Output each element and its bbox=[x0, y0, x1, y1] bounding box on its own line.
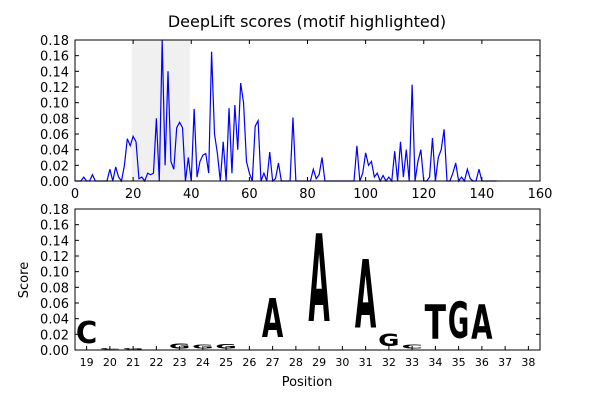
y-axis-label: Score bbox=[17, 262, 32, 298]
y-tick-label: 0.10 bbox=[40, 97, 69, 112]
x-tick-label: 28 bbox=[289, 356, 303, 369]
y-tick-label: 0.16 bbox=[40, 50, 69, 65]
x-tick-label: 100 bbox=[353, 187, 378, 202]
x-tick-label: 27 bbox=[266, 356, 280, 369]
x-tick-label: 30 bbox=[335, 356, 349, 369]
x-tick-label: 22 bbox=[149, 356, 163, 369]
logo-letter: G bbox=[378, 331, 399, 350]
y-tick-label: 0.02 bbox=[40, 328, 69, 343]
x-axis-label: Position bbox=[282, 375, 333, 390]
x-tick-label: 24 bbox=[196, 356, 210, 369]
plot-frame bbox=[74, 208, 541, 351]
y-tick-label: 0.04 bbox=[40, 144, 69, 159]
logo-letter: G bbox=[448, 293, 469, 351]
x-tick-label: 38 bbox=[521, 356, 535, 369]
y-tick-label: 0.08 bbox=[40, 281, 69, 296]
logo-letter: T bbox=[425, 296, 446, 350]
y-tick-label: 0.00 bbox=[40, 175, 69, 190]
x-tick-label: 34 bbox=[428, 356, 442, 369]
x-tick-label: 31 bbox=[359, 356, 373, 369]
x-tick-label: 160 bbox=[528, 187, 553, 202]
logo-letter: A bbox=[308, 209, 329, 350]
x-tick-label: 33 bbox=[405, 356, 419, 369]
y-tick-label: 0.08 bbox=[40, 112, 69, 127]
x-tick-label: 0 bbox=[71, 187, 79, 202]
y-tick-label: 0.12 bbox=[40, 250, 69, 265]
logo-letter: A bbox=[262, 288, 283, 351]
logo-letter: C bbox=[99, 348, 120, 350]
x-tick-label: 120 bbox=[411, 187, 436, 202]
logo-letter: G bbox=[192, 344, 213, 350]
logo-letter: G bbox=[169, 342, 190, 350]
x-tick-label: 80 bbox=[299, 187, 316, 202]
logo-letter: A bbox=[355, 242, 377, 351]
chart-title: DeepLift scores (motif highlighted) bbox=[168, 12, 446, 31]
y-tick-label: 0.12 bbox=[40, 81, 69, 96]
plot-frame bbox=[74, 39, 541, 182]
logo-letter: G bbox=[122, 348, 143, 350]
y-tick-label: 0.14 bbox=[40, 65, 69, 80]
x-tick-label: 37 bbox=[498, 356, 512, 369]
y-tick-label: 0.18 bbox=[40, 203, 69, 218]
x-tick-label: 20 bbox=[103, 356, 117, 369]
y-tick-label: 0.18 bbox=[40, 34, 69, 49]
x-tick-label: 21 bbox=[126, 356, 140, 369]
y-tick-label: 0.04 bbox=[40, 313, 69, 328]
x-tick-label: 60 bbox=[241, 187, 258, 202]
x-tick-label: 140 bbox=[469, 187, 494, 202]
logo-letter: C bbox=[76, 314, 97, 350]
y-tick-label: 0.00 bbox=[40, 344, 69, 359]
x-tick-label: 36 bbox=[475, 356, 489, 369]
x-tick-label: 23 bbox=[173, 356, 187, 369]
y-tick-label: 0.14 bbox=[40, 234, 69, 249]
x-tick-label: 35 bbox=[452, 356, 466, 369]
x-tick-label: 26 bbox=[242, 356, 256, 369]
y-tick-label: 0.10 bbox=[40, 266, 69, 281]
y-tick-label: 0.06 bbox=[40, 297, 69, 312]
x-tick-label: 29 bbox=[312, 356, 326, 369]
x-tick-label: 40 bbox=[183, 187, 200, 202]
logo-letter: A bbox=[471, 296, 493, 351]
y-tick-label: 0.02 bbox=[40, 159, 69, 174]
x-tick-label: 32 bbox=[382, 356, 396, 369]
logo-letter: C bbox=[401, 344, 422, 350]
y-tick-label: 0.06 bbox=[40, 128, 69, 143]
x-tick-label: 25 bbox=[219, 356, 233, 369]
y-tick-label: 0.16 bbox=[40, 219, 69, 234]
x-tick-label: 20 bbox=[125, 187, 142, 202]
x-tick-label: 19 bbox=[80, 356, 94, 369]
logo-letter: G bbox=[215, 343, 236, 350]
